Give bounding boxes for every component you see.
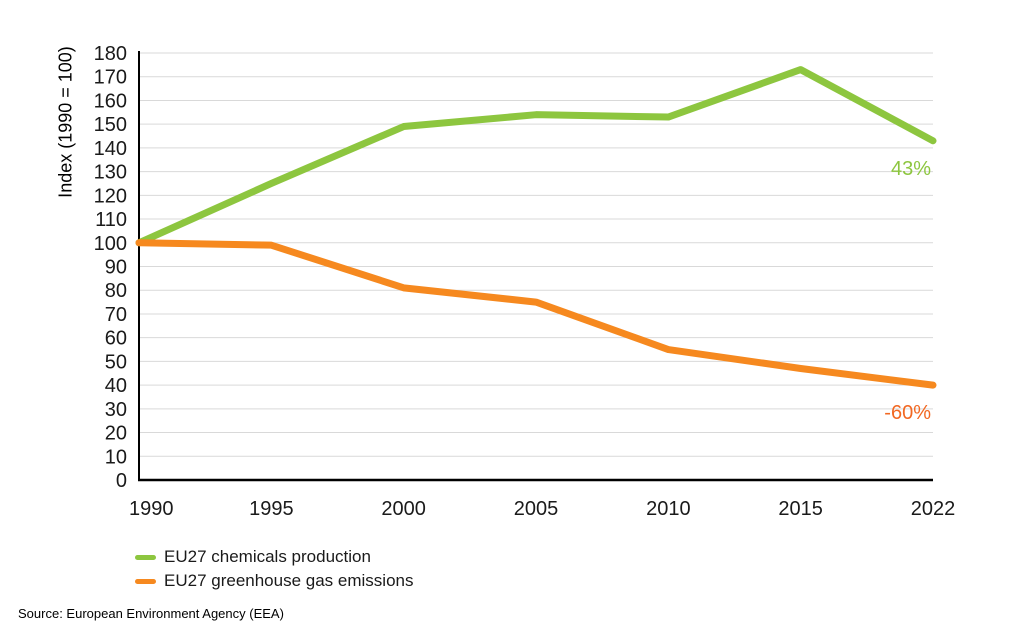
- series-line-0: [135, 66, 937, 247]
- legend-item-chemicals-production: EU27 chemicals production: [135, 545, 413, 569]
- y-tick-label: 50: [105, 351, 127, 373]
- legend: EU27 chemicals production EU27 greenhous…: [135, 545, 413, 593]
- x-tick-label: 2010: [646, 498, 691, 520]
- series-end-label-chemicals: 43%: [890, 157, 931, 180]
- legend-swatch-orange: [135, 578, 156, 584]
- series-end-label-emissions: -60%: [884, 402, 931, 425]
- y-tick-label: 160: [94, 90, 127, 112]
- legend-label: EU27 chemicals production: [164, 547, 371, 566]
- y-tick-label: 40: [105, 375, 127, 397]
- x-tick-label: 2000: [381, 498, 426, 520]
- y-tick-label: 90: [105, 257, 127, 279]
- y-tick-label: 150: [94, 114, 127, 136]
- y-tick-label: 140: [94, 138, 127, 160]
- y-tick-label: 70: [105, 304, 127, 326]
- y-tick-label: 130: [94, 162, 127, 184]
- y-tick-label: 0: [116, 470, 127, 492]
- y-tick-label: 60: [105, 328, 127, 350]
- y-tick-label: 110: [95, 209, 127, 231]
- y-tick-label: 30: [105, 399, 127, 421]
- y-tick-label: 100: [94, 233, 127, 255]
- source-note: Source: European Environment Agency (EEA…: [18, 606, 284, 621]
- legend-item-greenhouse-gas-emissions: EU27 greenhouse gas emissions: [135, 569, 413, 593]
- y-tick-label: 80: [105, 280, 127, 302]
- x-tick-label: 1990: [129, 498, 174, 520]
- x-tick-label: 1995: [249, 498, 294, 520]
- y-tick-label: 10: [105, 446, 127, 468]
- y-axis-title: Index (1990 = 100): [55, 46, 76, 198]
- y-tick-label: 120: [94, 185, 127, 207]
- series-line-1: [135, 239, 937, 389]
- x-tick-label: 2022: [911, 498, 956, 520]
- x-tick-label: 2005: [514, 498, 559, 520]
- legend-label: EU27 greenhouse gas emissions: [164, 571, 414, 590]
- legend-swatch-green: [135, 554, 156, 560]
- y-tick-label: 20: [105, 423, 127, 445]
- x-tick-label: 2015: [778, 498, 823, 520]
- y-tick-label: 170: [94, 67, 127, 89]
- y-tick-label: 180: [94, 43, 127, 65]
